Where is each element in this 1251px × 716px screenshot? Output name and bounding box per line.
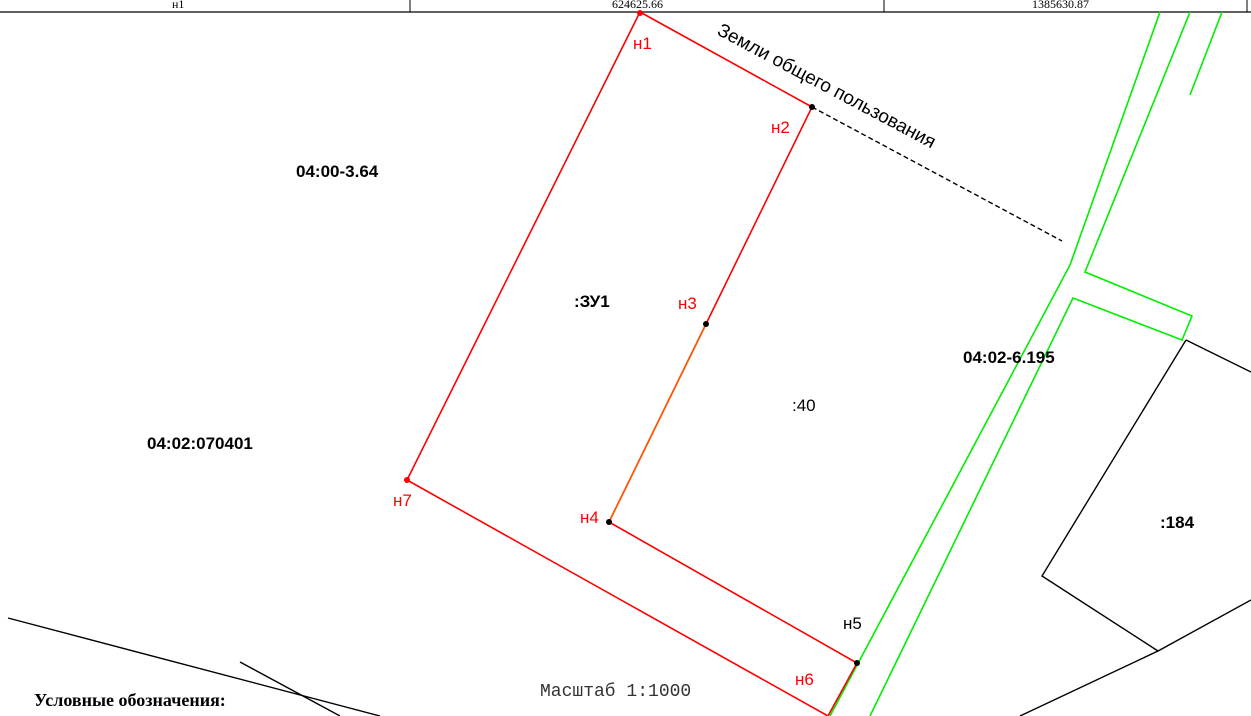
green-road-edge [1189, 11, 1223, 96]
point-label-n1: н1 [633, 34, 652, 53]
common-land-label: Земли общего пользования [714, 20, 939, 153]
green-road-left-top [1069, 11, 1161, 266]
parcel-labels: 04:00-3.64 04:02:070401 04:02-6.195 :ЗУ1… [147, 20, 1195, 532]
point-label-n2: н2 [771, 118, 790, 137]
quarter-label-b: 04:02:070401 [147, 434, 253, 453]
boundary-points [404, 10, 860, 666]
quarter-label-c: 04:02-6.195 [963, 348, 1055, 367]
table-cell-x: 624625.66 [612, 0, 663, 11]
table-cell-y: 1385630.87 [1032, 0, 1089, 11]
point-label-n6: н6 [795, 670, 814, 689]
parcel-zu1-east [607, 11, 859, 716]
point-marker-n5 [854, 660, 860, 666]
green-road-left [829, 264, 1071, 716]
boundary-line [1185, 339, 1251, 373]
point-label-n5: н5 [843, 614, 862, 633]
point-labels: н1 н2 н3 н4 н5 н6 н7 [393, 34, 862, 689]
point-label-n4: н4 [580, 508, 599, 527]
point-marker-n4 [606, 519, 612, 525]
boundary-184 [1041, 339, 1251, 652]
coords-table: н1 624625.66 1385630.87 [0, 0, 1251, 13]
orange-segment [608, 323, 707, 523]
point-marker-n3 [703, 321, 709, 327]
boundary-line [7, 617, 381, 716]
legend-title: Условные обозначения: [34, 690, 226, 710]
green-road-right [869, 11, 1194, 716]
boundary-line [1019, 650, 1159, 716]
point-label-n3: н3 [678, 294, 697, 313]
point-marker-n2 [809, 104, 815, 110]
boundary-line [239, 661, 341, 716]
scale-label: Масштаб 1:1000 [540, 681, 691, 702]
green-boundaries [829, 11, 1223, 716]
parcel-label-184: :184 [1160, 513, 1195, 532]
parcel-label-40: :40 [792, 396, 816, 415]
table-cell-point: н1 [172, 0, 184, 11]
parcel-label-zu1: :ЗУ1 [574, 292, 610, 311]
point-marker-n7 [404, 477, 410, 483]
quarter-label-a: 04:00-3.64 [296, 162, 379, 181]
point-marker-n1 [637, 10, 643, 16]
dashed-boundary [811, 106, 1063, 242]
existing-boundaries [7, 106, 1251, 716]
point-label-n7: н7 [393, 491, 412, 510]
